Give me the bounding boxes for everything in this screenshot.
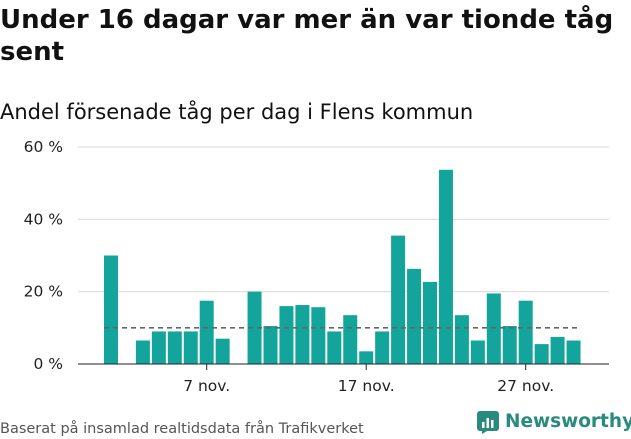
x-tick-label: 27 nov. xyxy=(497,377,554,395)
bar xyxy=(407,268,422,364)
bar xyxy=(104,255,118,364)
bar xyxy=(375,331,390,364)
newsworthy-brand[interactable]: Newsworthy xyxy=(476,409,631,435)
bar xyxy=(566,340,581,364)
bar xyxy=(486,293,501,364)
bar xyxy=(135,340,150,364)
x-tick-label: 7 nov. xyxy=(183,377,230,395)
bar xyxy=(391,235,406,364)
bar xyxy=(550,336,565,364)
bar xyxy=(151,331,166,364)
y-tick-label: 0 % xyxy=(33,355,63,373)
bar xyxy=(454,315,469,364)
bar xyxy=(199,300,214,364)
source-note: Baserat på insamlad realtidsdata från Tr… xyxy=(0,421,364,437)
bar xyxy=(295,305,310,364)
bar-chart: 0 % 20 % 40 % 60 % 7 nov. 17 nov. 27 nov. xyxy=(24,138,609,395)
bar xyxy=(279,306,294,364)
bar xyxy=(502,326,517,364)
newsworthy-logo-icon xyxy=(477,411,499,434)
bar xyxy=(359,351,374,364)
bar xyxy=(247,291,262,364)
y-tick-label: 40 % xyxy=(24,210,63,228)
chart-subtitle: Andel försenade tåg per dag i Flens komm… xyxy=(0,100,474,124)
bar xyxy=(470,340,485,364)
bar xyxy=(327,331,342,364)
y-tick-label: 20 % xyxy=(24,283,63,301)
bar xyxy=(215,338,230,364)
bar xyxy=(167,331,182,364)
bar xyxy=(423,281,437,364)
chart-title: Under 16 dagar var mer än var tionde tåg… xyxy=(0,5,614,67)
bar xyxy=(311,307,326,364)
y-tick-label: 60 % xyxy=(24,138,63,156)
bar xyxy=(343,315,358,364)
bar xyxy=(263,326,278,364)
bar xyxy=(183,331,198,364)
bar xyxy=(534,344,549,364)
x-tick-label: 17 nov. xyxy=(338,377,395,395)
brand-name: Newsworthy xyxy=(505,411,631,432)
bar xyxy=(438,169,453,364)
bar xyxy=(518,300,533,364)
